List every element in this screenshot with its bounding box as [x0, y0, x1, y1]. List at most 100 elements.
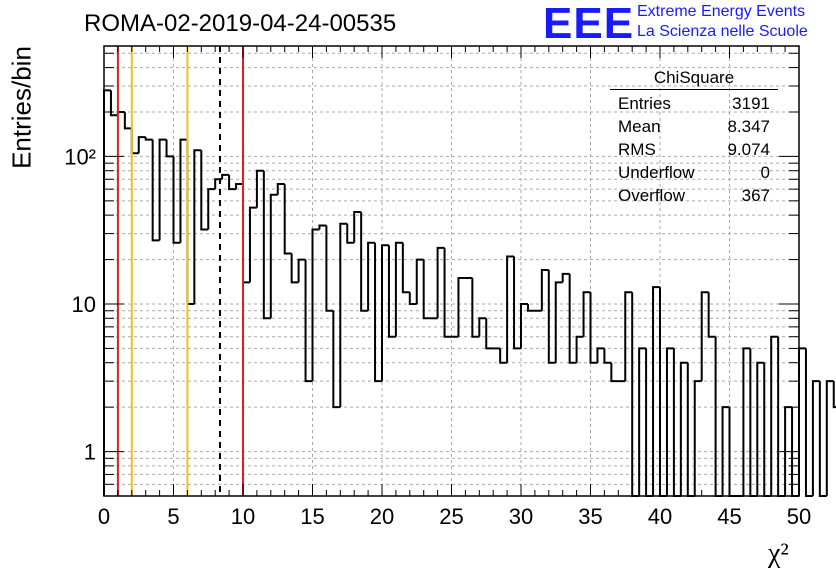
x-tick-label: 45 [717, 504, 741, 529]
histogram-bin [589, 292, 598, 364]
histogram-bin [568, 273, 577, 364]
y-tick-label: 1 [84, 440, 96, 465]
histogram-bin [339, 222, 348, 408]
y-tick-label: 10² [64, 144, 96, 169]
x-tick-label: 35 [578, 504, 602, 529]
histogram-bin [526, 303, 535, 312]
histogram-bin [103, 89, 111, 496]
histogram-bin [360, 212, 369, 312]
histogram-bin [415, 258, 424, 304]
histogram-bin [443, 247, 452, 338]
histogram-bin [575, 335, 584, 363]
histogram-bin [255, 169, 264, 208]
histogram-bin [506, 255, 515, 363]
histogram-bin [179, 138, 188, 243]
histogram-bin [214, 178, 223, 190]
histogram-bin [151, 139, 160, 242]
histogram-bin [387, 245, 396, 338]
x-tick-label: 30 [509, 504, 533, 529]
histogram-bin [513, 256, 521, 350]
histogram-bin [554, 281, 563, 363]
x-tick-label: 0 [98, 504, 110, 529]
histogram-bin [401, 242, 410, 294]
stats-label: Entries [618, 94, 671, 113]
histogram-bin [777, 336, 786, 497]
histogram-bin [367, 241, 376, 311]
histogram-bin [228, 174, 237, 191]
histogram-bin [798, 347, 806, 496]
histogram-bin [304, 259, 313, 383]
histogram-bin [297, 258, 306, 283]
histogram-bin [763, 362, 772, 497]
histogram-bin [262, 170, 271, 320]
stats-row-overflow: Overflow 367 [610, 184, 778, 207]
histogram-bin [638, 347, 647, 496]
stats-title: ChiSquare [610, 68, 778, 90]
histogram-bin [318, 224, 327, 230]
histogram-bin [109, 90, 118, 117]
x-tick-label: 40 [648, 504, 672, 529]
stats-value: 367 [741, 186, 770, 205]
histogram-bin [436, 246, 445, 319]
histogram-bin [346, 223, 355, 244]
stats-row-rms: RMS 9.074 [610, 138, 778, 161]
histogram-bin [200, 150, 209, 231]
x-tick-label: 50 [787, 504, 811, 529]
stats-value: 9.074 [727, 140, 770, 159]
histogram-bin [269, 193, 278, 319]
histogram-bin [130, 128, 139, 155]
logo-line-2: La Scienza nelle Scuole [637, 23, 808, 40]
histogram-bin [471, 278, 480, 338]
histogram-bin [749, 348, 758, 497]
histogram-bin [248, 206, 257, 283]
histogram-bin [693, 380, 702, 496]
histogram-bin [137, 136, 146, 154]
histogram-bin [624, 291, 633, 382]
histogram-bin [832, 381, 836, 409]
histogram-bin [707, 292, 716, 338]
histogram-bin [422, 259, 431, 320]
histogram-bin [742, 347, 751, 496]
x-tick-label: 20 [370, 504, 394, 529]
histogram-bin [193, 149, 202, 304]
histogram-bin [679, 361, 688, 496]
stats-value: 8.347 [727, 117, 770, 136]
stats-label: Underflow [618, 163, 695, 182]
histogram-bin [645, 348, 654, 497]
histogram-bin [123, 111, 132, 130]
stats-row-mean: Mean 8.347 [610, 115, 778, 138]
histogram-bin [520, 302, 528, 349]
eee-logo-mark: EEE [543, 0, 635, 48]
histogram-bin [610, 362, 619, 383]
histogram-bin [547, 269, 556, 364]
histogram-bin [172, 156, 181, 244]
histogram-bin [290, 253, 299, 284]
histogram-bin [116, 110, 125, 116]
x-tick-label: 10 [231, 504, 255, 529]
stats-row-underflow: Underflow 0 [610, 161, 778, 184]
histogram-bin [825, 380, 834, 496]
histogram-bin [499, 348, 508, 364]
histogram-bin [408, 292, 417, 305]
stats-box: ChiSquare Entries 3191 Mean 8.347 RMS 9.… [610, 68, 778, 207]
histogram-bin [374, 242, 382, 383]
stats-label: Mean [618, 117, 661, 136]
histogram-bin [665, 347, 674, 496]
reference-lines [116, 46, 244, 496]
histogram-bin [283, 184, 292, 255]
histogram-bin [235, 183, 243, 190]
y-axis-label: Entries/bin [6, 46, 37, 169]
chart-title: ROMA-02-2019-04-24-00535 [84, 10, 397, 37]
axes: 0 5 10 15 20 25 30 35 40 45 50 1 10 10² [64, 46, 811, 529]
histogram-bin [311, 228, 320, 382]
histogram-bin [165, 139, 174, 158]
stats-label: Overflow [618, 186, 686, 205]
histogram-bin [582, 291, 591, 337]
histogram-bin [596, 347, 605, 363]
histogram-bin [603, 348, 612, 364]
histogram-bin [652, 286, 660, 496]
histogram-bin [818, 381, 827, 497]
histogram-bin [353, 211, 362, 243]
histogram-bin [325, 225, 334, 312]
